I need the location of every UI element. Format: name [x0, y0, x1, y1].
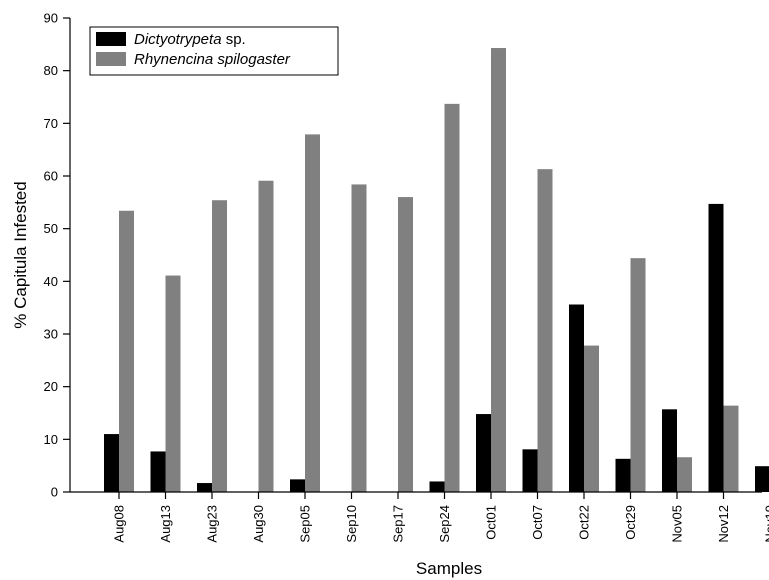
x-tick-label: Nov05: [670, 505, 685, 543]
x-tick-label: Oct01: [484, 505, 499, 540]
bar-rhynencina-sep24: [444, 103, 460, 492]
bar-rhynencina-sep05: [305, 134, 320, 493]
bar-dictyotrypeta-sep05: [290, 479, 305, 492]
bar-rhynencina-aug08: [119, 210, 134, 492]
x-tick-label: Oct07: [530, 505, 545, 540]
y-tick-label: 20: [44, 379, 58, 394]
bar-rhynencina-oct22: [584, 345, 599, 492]
plot-area: 0 10 20 30 40 50 60 70 80 90 Aug08 Aug13 Aug23 Aug30…: [44, 11, 769, 543]
y-axis-ticks: 0 10 20 30 40 50 60 70 80 90: [44, 11, 70, 500]
x-tick-label: Aug13: [158, 505, 173, 543]
bar-rhynencina-sep17: [398, 197, 413, 493]
bar-dictyotrypeta-oct29: [615, 458, 631, 492]
x-tick-label: Sep05: [298, 505, 313, 543]
bar-rhynencina-oct01: [491, 48, 506, 493]
bar-dictyotrypeta-nov12: [708, 203, 724, 492]
bar-rhynencina-nov05: [677, 457, 692, 492]
bar-dictyotrypeta-aug13: [150, 451, 166, 492]
x-tick-label: Oct22: [577, 505, 592, 540]
x-tick-label: Aug08: [112, 505, 127, 543]
bar-rhynencina-oct07: [537, 169, 553, 493]
y-tick-label: 90: [44, 11, 58, 26]
bar-rhynencina-oct29: [630, 258, 646, 492]
bar-dictyotrypeta-sep24: [429, 481, 445, 492]
bar-dictyotrypeta-aug08: [104, 434, 119, 492]
bar-dictyotrypeta-oct01: [476, 414, 491, 492]
y-tick-label: 80: [44, 63, 58, 78]
bar-dictyotrypeta-nov05: [662, 409, 677, 492]
x-tick-label: Aug23: [205, 505, 220, 543]
bar-dictyotrypeta-aug23: [197, 483, 212, 492]
bar-rhynencina-aug13: [165, 275, 181, 492]
bar-dictyotrypeta-oct07: [522, 449, 538, 492]
x-tick-label: Oct29: [623, 505, 638, 540]
y-tick-label: 10: [44, 432, 58, 447]
x-axis-title: Samples: [416, 559, 482, 578]
y-tick-label: 70: [44, 116, 58, 131]
x-axis-ticks: Aug08 Aug13 Aug23 Aug30 Sep05 Sep10 Sep17 Sep24…: [112, 492, 769, 543]
legend-label-2: Rhynencina spilogaster: [134, 51, 291, 68]
bars: [104, 48, 769, 493]
bar-rhynencina-nov12: [723, 405, 739, 492]
y-tick-label: 40: [44, 274, 58, 289]
legend-swatch-2: [96, 52, 126, 66]
bar-rhynencina-aug23: [212, 200, 227, 492]
legend-box: [89, 26, 339, 76]
x-tick-label: Sep10: [344, 505, 359, 543]
bar-dictyotrypeta-nov19: [755, 466, 769, 492]
y-tick-label: 0: [51, 485, 58, 500]
legend-label-1: Dictyotrypeta sp.: [134, 31, 246, 48]
legend: Dictyotrypeta sp. Rhynencina spilogaster: [89, 26, 339, 76]
y-tick-label: 50: [44, 221, 58, 236]
bar-dictyotrypeta-oct22: [569, 304, 584, 492]
y-axis-title: % Capitula Infested: [11, 181, 30, 328]
x-tick-label: Sep24: [437, 505, 452, 543]
x-tick-label: Sep17: [391, 505, 406, 543]
x-tick-label: Nov19: [763, 505, 769, 543]
y-tick-label: 60: [44, 169, 58, 184]
legend-swatch-1: [96, 32, 126, 46]
bar-rhynencina-sep10: [351, 184, 367, 492]
x-tick-label: Aug30: [251, 505, 266, 543]
y-tick-label: 30: [44, 327, 58, 342]
x-tick-label: Nov12: [716, 505, 731, 543]
bar-rhynencina-aug30: [258, 180, 274, 493]
